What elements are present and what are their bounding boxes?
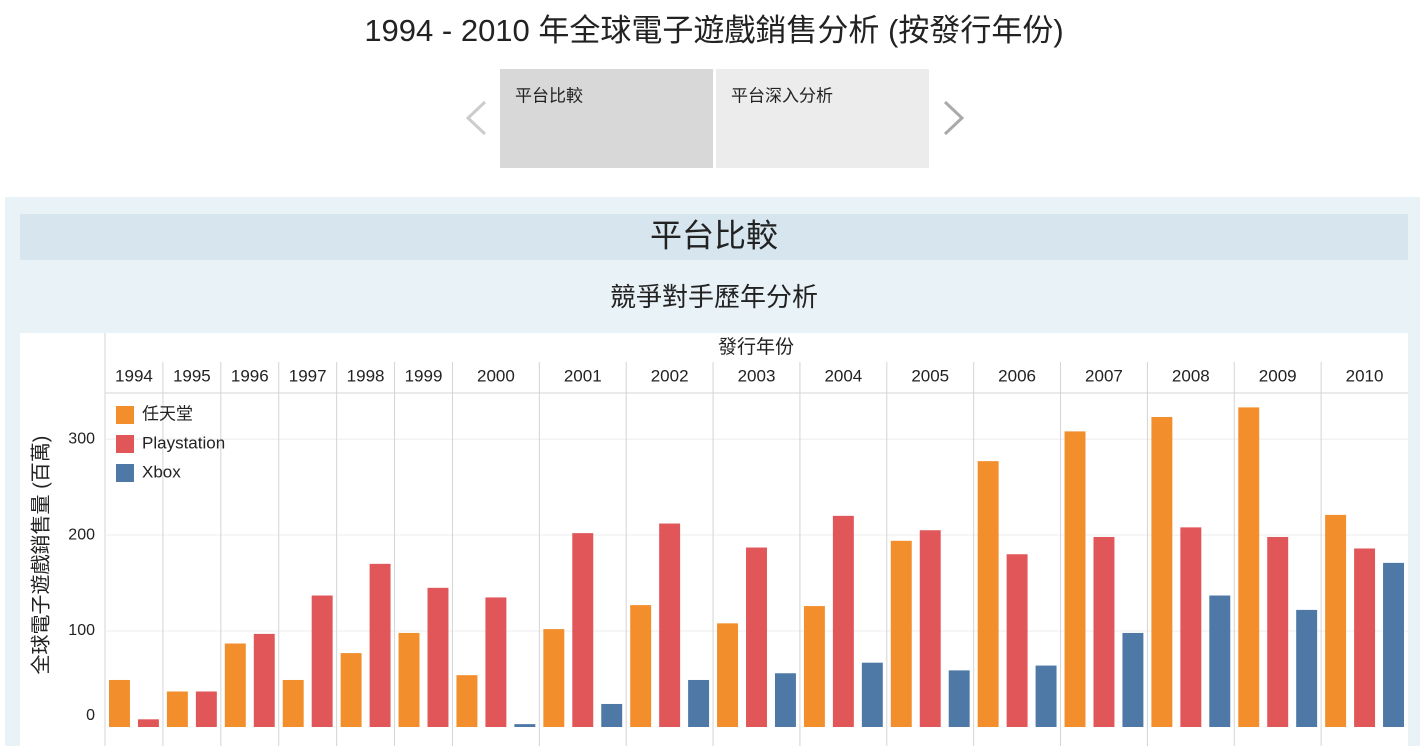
bar: [224, 643, 246, 727]
tab-label: 平台深入分析: [731, 86, 833, 105]
bar: [137, 719, 159, 727]
legend-swatch: [116, 464, 134, 482]
y-tick-label: 200: [68, 526, 95, 543]
bar: [1238, 407, 1260, 727]
bar: [919, 530, 941, 727]
chart-title: 競爭對手歷年分析: [610, 282, 818, 312]
bar: [1151, 416, 1173, 727]
bar: [890, 540, 912, 727]
bar: [1093, 536, 1115, 727]
x-tick-label: 2003: [738, 366, 776, 385]
x-tick-label: 2005: [911, 366, 949, 385]
bar: [282, 679, 304, 727]
bar: [543, 629, 565, 727]
bar: [948, 670, 970, 727]
x-axis-title: 發行年份: [718, 336, 794, 358]
bar: [717, 623, 739, 727]
x-tick-label: 2000: [477, 366, 515, 385]
bar: [630, 605, 652, 727]
bar: [1122, 632, 1144, 727]
x-tick-label: 1998: [347, 366, 385, 385]
y-axis-title: 全球電子遊戲銷售量 (百萬): [29, 436, 52, 675]
bar: [166, 691, 188, 727]
bar: [1296, 609, 1318, 727]
bar: [659, 523, 681, 727]
bar: [977, 461, 999, 727]
section-title: 平台比較: [650, 217, 778, 253]
bar: [746, 547, 767, 727]
prev-arrow[interactable]: [465, 100, 487, 136]
legend-label: Xbox: [142, 462, 181, 481]
bar: [1354, 548, 1376, 727]
bar: [195, 691, 217, 727]
tab-bg: [500, 69, 713, 168]
tab-bg: [716, 69, 929, 168]
x-tick-label: 2001: [564, 366, 602, 385]
bar: [514, 724, 536, 727]
page-title: 1994 - 2010 年全球電子遊戲銷售分析 (按發行年份): [364, 13, 1063, 48]
x-tick-label: 1996: [231, 366, 269, 385]
bar: [311, 595, 333, 727]
x-tick-label: 2009: [1259, 366, 1297, 385]
bar: [861, 662, 883, 727]
bar: [1325, 514, 1347, 727]
x-tick-label: 1999: [405, 366, 443, 385]
legend-swatch: [116, 406, 134, 424]
x-tick-label: 2006: [998, 366, 1036, 385]
bar: [109, 679, 130, 727]
tab[interactable]: 平台比較: [500, 69, 713, 168]
tab-label: 平台比較: [515, 86, 583, 105]
bar: [485, 597, 507, 727]
y-tick-label: 0: [86, 707, 95, 724]
legend-swatch: [116, 435, 134, 453]
bar: [427, 587, 449, 727]
x-tick-label: 2002: [651, 366, 689, 385]
bar: [1035, 665, 1057, 727]
x-tick-label: 1994: [115, 366, 153, 385]
y-tick-label: 300: [68, 430, 95, 447]
bar: [1383, 562, 1404, 727]
x-tick-label: 2010: [1346, 366, 1384, 385]
bar: [253, 633, 275, 727]
bar: [369, 563, 391, 727]
bar: [832, 515, 854, 727]
chart-area: [20, 333, 1408, 746]
next-arrow[interactable]: [943, 100, 965, 136]
x-tick-label: 2007: [1085, 366, 1123, 385]
bar: [774, 673, 796, 727]
section-bar: [20, 214, 1408, 260]
x-tick-label: 1995: [173, 366, 211, 385]
bar: [601, 703, 623, 727]
bar: [1209, 595, 1231, 727]
bar: [1267, 536, 1289, 727]
bar: [340, 653, 362, 727]
bar: [572, 533, 594, 727]
bar: [1006, 554, 1028, 727]
bar: [1180, 527, 1202, 727]
bar: [456, 675, 478, 727]
bar: [1064, 431, 1086, 727]
legend-label: 任天堂: [142, 404, 193, 423]
bar: [398, 632, 420, 727]
legend-label: Playstation: [142, 433, 225, 452]
x-tick-label: 2008: [1172, 366, 1210, 385]
y-tick-label: 100: [68, 622, 95, 639]
tab[interactable]: 平台深入分析: [716, 69, 929, 168]
bar: [688, 679, 710, 727]
x-tick-label: 2004: [824, 366, 862, 385]
bar: [803, 606, 825, 727]
x-tick-label: 1997: [289, 366, 327, 385]
